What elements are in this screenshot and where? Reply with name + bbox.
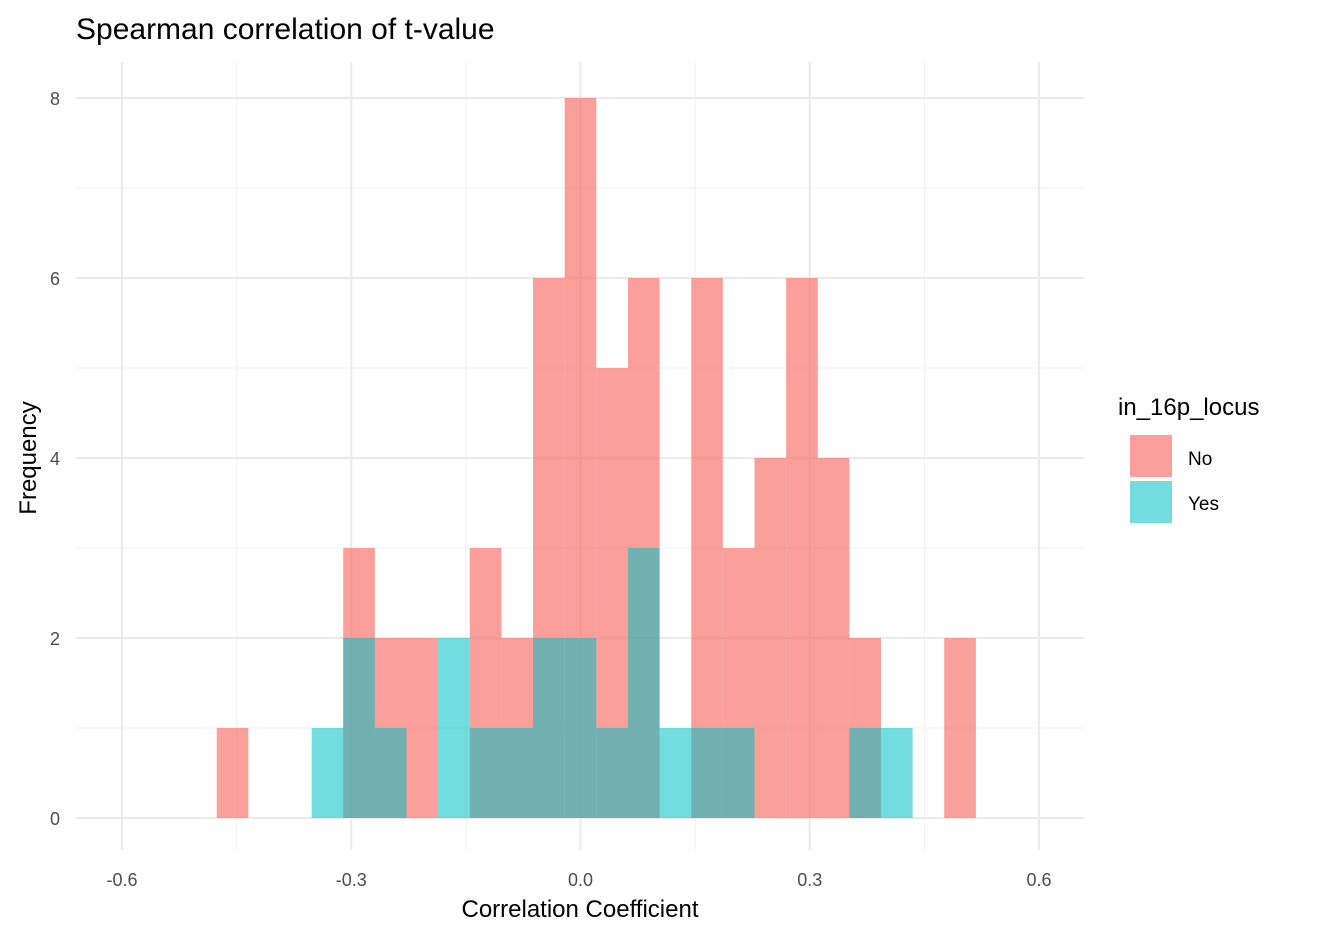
histogram-bar-yes (627, 548, 660, 818)
x-tick-label: -0.3 (336, 870, 367, 890)
x-axis-title: Correlation Coefficient (461, 896, 698, 923)
legend-title: in_16p_locus (1118, 394, 1259, 421)
histogram-bar-yes (311, 728, 344, 818)
histogram-bar-yes (722, 728, 755, 818)
legend-label-yes: Yes (1188, 494, 1219, 515)
y-tick-label: 2 (50, 629, 60, 649)
legend: in_16p_locus No Yes (1118, 394, 1259, 523)
histogram-bar-no (944, 638, 976, 818)
x-tick-label: 0.6 (1026, 870, 1051, 890)
histogram-bar-no (786, 278, 818, 818)
series-yes-bars (311, 548, 913, 818)
chart-title: Spearman correlation of t-value (76, 13, 495, 46)
x-tick-label: -0.6 (106, 870, 137, 890)
y-tick-label: 4 (50, 449, 60, 469)
histogram-bar-yes (501, 728, 534, 818)
histogram-bar-yes (374, 728, 407, 818)
y-axis-title: Frequency (15, 401, 42, 514)
histogram-bar-no (406, 638, 439, 818)
y-axis-ticks: 0 2 4 6 8 (50, 89, 60, 829)
histogram-bar-yes (564, 638, 597, 818)
x-tick-label: 0.3 (797, 870, 822, 890)
histogram-bar-no (754, 458, 787, 818)
legend-key-no (1130, 435, 1172, 477)
histogram-bar-yes (438, 638, 470, 818)
legend-key-yes (1130, 481, 1172, 523)
histogram-bar-no (216, 728, 249, 818)
histogram-bar-yes (343, 638, 375, 818)
histogram-bar-yes (659, 728, 692, 818)
x-tick-label: 0.0 (568, 870, 593, 890)
histogram-bar-yes (880, 728, 913, 818)
y-tick-label: 8 (50, 89, 60, 109)
histogram-bar-yes (596, 728, 628, 818)
y-tick-label: 6 (50, 269, 60, 289)
histogram-bar-no (817, 458, 850, 818)
histogram-bar-yes (849, 728, 881, 818)
histogram-bar-yes (691, 728, 723, 818)
x-axis-ticks: -0.6 -0.3 0.0 0.3 0.6 (106, 870, 1051, 890)
legend-label-no: No (1188, 449, 1212, 470)
histogram-bar-yes (469, 728, 502, 818)
y-tick-label: 0 (50, 809, 60, 829)
histogram-bar-yes (533, 638, 565, 818)
